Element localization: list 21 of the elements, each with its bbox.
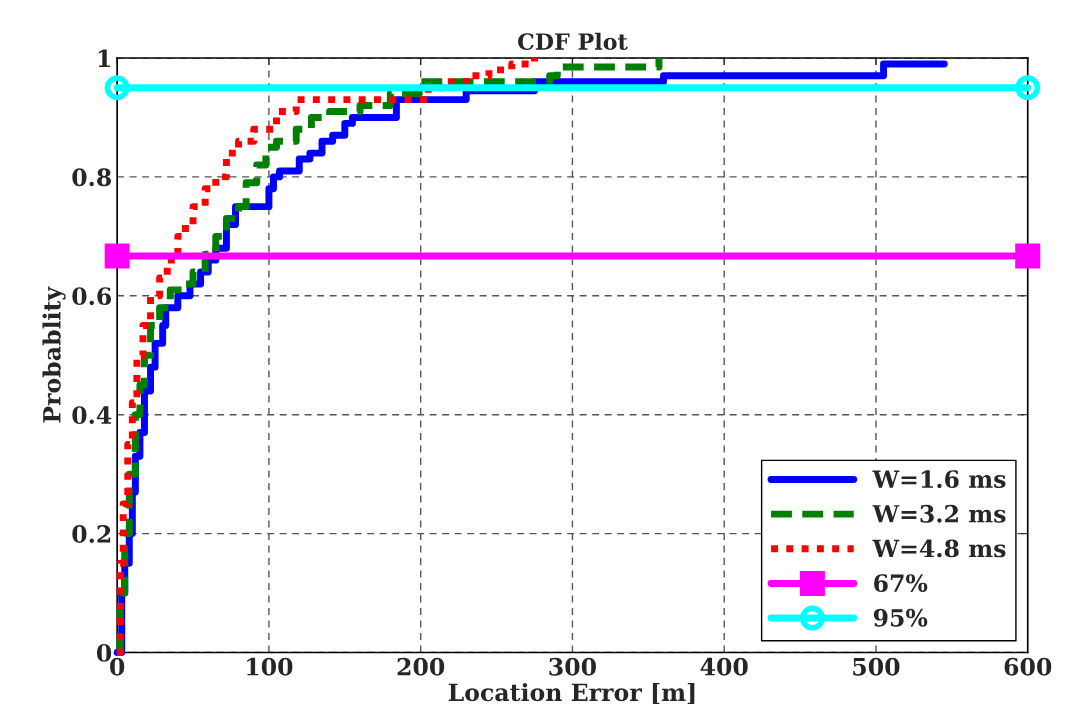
chart-title: CDF Plot xyxy=(518,32,628,50)
y-tick-label: 0.8 xyxy=(72,168,112,187)
legend-label: 95% xyxy=(873,608,928,627)
legend-label: 67% xyxy=(874,574,928,593)
y-tick-label: 0 xyxy=(96,643,112,662)
x-tick-label: 300 xyxy=(549,657,596,676)
legend-label: W=3.2 ms xyxy=(872,504,1006,523)
legend-label: W=1.6 ms xyxy=(872,470,1006,489)
x-axis-title: Location Error [m] xyxy=(448,682,695,705)
y-tick-label: 0.6 xyxy=(72,287,112,306)
y-tick-label: 1 xyxy=(98,49,110,67)
y-axis-title: Probablity xyxy=(42,286,66,423)
legend-label: W=4.8 ms xyxy=(872,539,1006,558)
x-tick-label: 200 xyxy=(397,657,445,676)
y-tick-label: 0.2 xyxy=(72,525,111,543)
x-tick-label: 0 xyxy=(110,657,125,676)
x-tick-label: 600 xyxy=(1004,657,1052,676)
x-tick-label: 500 xyxy=(853,657,900,676)
x-tick-label: 400 xyxy=(700,657,748,676)
y-tick-label: 0.4 xyxy=(72,406,112,425)
x-tick-label: 100 xyxy=(247,657,293,676)
